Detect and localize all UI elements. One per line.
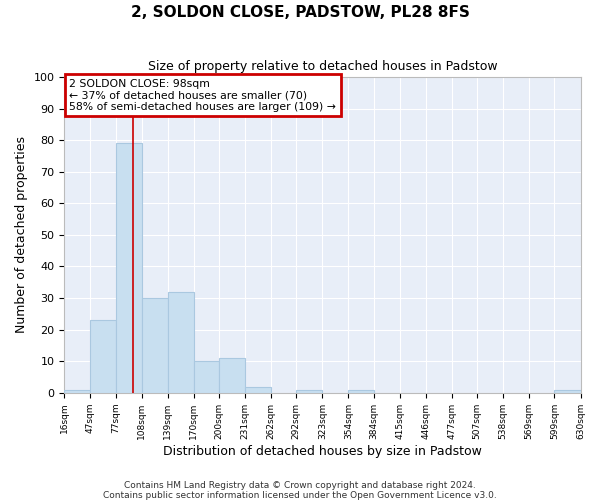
Bar xyxy=(349,390,374,393)
Text: 2 SOLDON CLOSE: 98sqm
← 37% of detached houses are smaller (70)
58% of semi-deta: 2 SOLDON CLOSE: 98sqm ← 37% of detached … xyxy=(70,78,337,112)
Title: Size of property relative to detached houses in Padstow: Size of property relative to detached ho… xyxy=(148,60,497,73)
Bar xyxy=(142,298,167,393)
Bar xyxy=(219,358,245,393)
X-axis label: Distribution of detached houses by size in Padstow: Distribution of detached houses by size … xyxy=(163,444,482,458)
Bar xyxy=(116,144,142,393)
Bar xyxy=(91,320,116,393)
Bar xyxy=(194,362,219,393)
Y-axis label: Number of detached properties: Number of detached properties xyxy=(15,136,28,334)
Bar xyxy=(167,292,194,393)
Bar xyxy=(296,390,322,393)
Text: Contains HM Land Registry data © Crown copyright and database right 2024.: Contains HM Land Registry data © Crown c… xyxy=(124,480,476,490)
Bar xyxy=(64,390,91,393)
Bar xyxy=(554,390,581,393)
Bar xyxy=(245,386,271,393)
Text: Contains public sector information licensed under the Open Government Licence v3: Contains public sector information licen… xyxy=(103,490,497,500)
Text: 2, SOLDON CLOSE, PADSTOW, PL28 8FS: 2, SOLDON CLOSE, PADSTOW, PL28 8FS xyxy=(131,5,469,20)
